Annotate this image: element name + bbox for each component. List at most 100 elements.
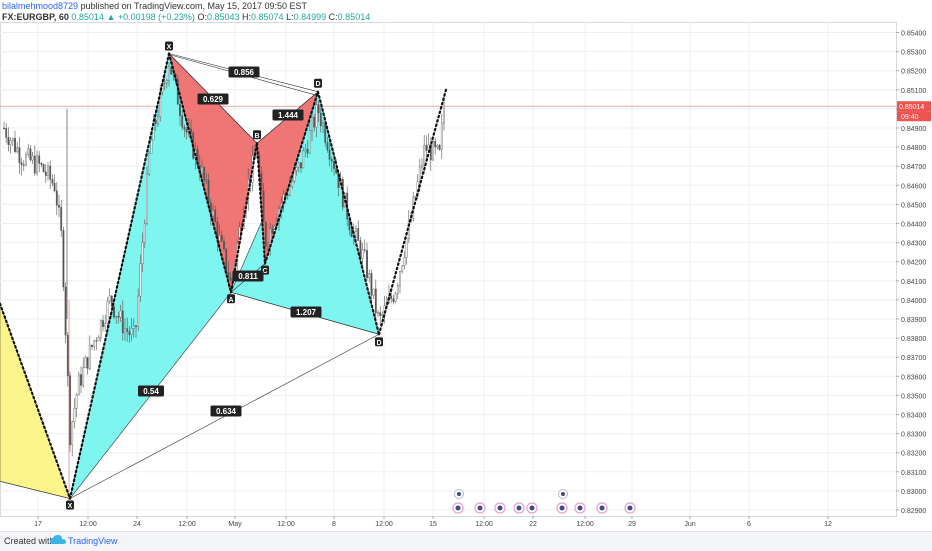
candle-body [313,117,316,128]
ratio-label-text: 0.856 [234,68,255,77]
candle-body [396,285,399,294]
candle-body [394,293,397,302]
x-tick-label: 24 [133,521,141,528]
candle-body [20,162,23,165]
trend-lines[interactable] [0,52,448,500]
candle-body [14,138,16,152]
candle-body [91,344,93,347]
candle-body [201,166,203,174]
candle-body [113,306,115,318]
current-price-value: 0.85014 [899,104,924,111]
x-tick-label: 12:00 [375,521,393,528]
x-tick-label: 12:00 [475,521,493,528]
point-label-bg [227,294,235,304]
candle-body [5,128,8,138]
x-tick-label: 8 [332,521,336,528]
dotted-trend-line [0,302,72,500]
candle-body [154,120,157,124]
event-icons[interactable] [452,489,636,514]
candle-body [170,66,173,75]
y-tick-label: 0.83800 [901,336,926,343]
x-tick-label: 12:00 [79,521,97,528]
candle-body [330,159,333,162]
author-link[interactable]: bilalmehmood8729 [2,1,79,11]
event-icon[interactable] [513,502,525,514]
candle-body [368,273,371,279]
point-label-text: X [68,503,73,510]
event-icon-dot [559,505,565,511]
event-icon[interactable] [624,502,636,514]
event-icon[interactable] [596,502,608,514]
candle-body [62,230,65,288]
event-icon[interactable] [556,489,568,514]
point-label-text: D [315,81,320,88]
event-icon[interactable] [526,502,538,514]
close-value: 0.85014 [337,12,371,22]
candle-body [157,116,159,124]
candle-body [7,137,10,145]
event-icon-dot [477,505,483,511]
candle-body [218,235,221,242]
candle-body [366,250,368,279]
candle-body [317,104,320,114]
event-icon[interactable] [494,502,506,514]
countdown-value: 09:40 [901,114,919,121]
candle-body [361,249,364,259]
candle-body [95,340,98,342]
y-tick-label: 0.84500 [901,202,926,209]
point-label-d: D [375,337,383,347]
event-icon[interactable] [474,502,486,514]
y-tick-label: 0.85200 [901,69,926,76]
low-label: L: [286,12,294,22]
candle-body [434,140,437,148]
candle-body [262,190,265,223]
current-price-tag [897,101,931,112]
chart-header: bilalmehmood8729 published on TradingVie… [2,0,882,22]
publish-text: published on TradingView.com, May 15, 20… [80,1,308,11]
tradingview-brand[interactable]: TradingView [68,536,118,546]
dotted-trend-line [316,90,381,336]
candle-body [190,128,192,134]
candle-body [440,122,443,150]
candle-body [104,323,107,327]
candle-body [297,162,300,168]
y-tick-label: 0.83200 [901,451,926,458]
candle-body [423,145,426,166]
candle-body [403,257,406,266]
ratio-label: 0.634 [210,405,242,417]
chart-canvas[interactable]: X X A B C D D 0.54 0.629 0.856 0.811 1.444 1.207 0.63… [0,0,932,531]
point-label-bg [314,78,322,88]
point-label-x: X [66,500,74,510]
candle-body [350,229,353,238]
event-icon-dot [455,505,461,511]
ratio-label-text: 0.54 [143,387,159,396]
low-value: 0.84999 [293,12,327,22]
event-icon[interactable] [574,502,586,514]
harmonic-patterns[interactable] [0,52,380,499]
y-tick-label: 0.84200 [901,260,926,267]
candle-body [322,123,324,127]
candle-body [33,155,36,174]
candle-body [150,139,153,154]
publish-info: bilalmehmood8729 published on TradingVie… [2,1,307,11]
candle-body [223,240,225,250]
x-tick-label: 12:00 [277,521,295,528]
candle-body [337,172,340,188]
candle-body [379,312,382,316]
y-tick-label: 0.83700 [901,355,926,362]
candle-body [335,168,338,174]
point-label-bg [375,337,383,347]
candle-body [311,117,313,131]
event-icon[interactable] [452,489,464,514]
candle-body [214,210,217,222]
candle-body [377,312,379,314]
ratio-label-bg [232,270,264,282]
candle-body [304,148,307,152]
candle-body [108,295,111,302]
dotted-trend-line [167,52,233,294]
candle-body [432,140,434,161]
symbol-label[interactable]: FX:EURGBP, 60 [2,12,69,22]
candle-body [258,155,261,174]
point-label-b: B [253,130,261,140]
candle-body [443,99,445,124]
